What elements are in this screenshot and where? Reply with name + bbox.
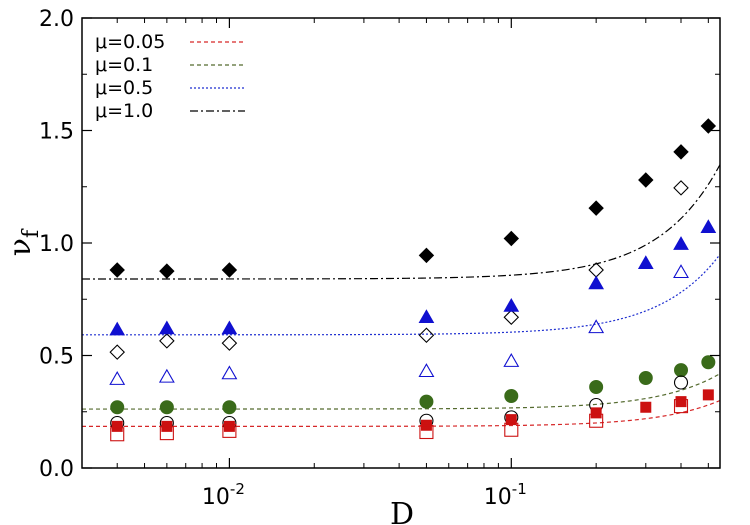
data-point bbox=[674, 363, 689, 378]
data-point bbox=[419, 424, 434, 440]
data-markers bbox=[109, 118, 717, 442]
data-point bbox=[588, 275, 605, 290]
y-axis-label-main: νf bbox=[3, 228, 44, 256]
data-point bbox=[221, 320, 238, 335]
data-point bbox=[159, 400, 174, 415]
data-point bbox=[109, 321, 126, 336]
data-point bbox=[159, 263, 175, 279]
fit-curve bbox=[82, 164, 720, 280]
data-point bbox=[702, 389, 714, 401]
y-axis-label-symbol: ν bbox=[3, 238, 38, 256]
y-tick-label: 1.5 bbox=[39, 120, 74, 145]
data-point bbox=[503, 297, 520, 312]
data-point bbox=[700, 118, 717, 134]
data-point bbox=[588, 262, 604, 278]
data-point bbox=[419, 394, 434, 409]
data-point bbox=[221, 335, 238, 351]
data-point bbox=[638, 371, 653, 385]
data-point bbox=[158, 368, 175, 383]
data-point bbox=[503, 353, 520, 367]
data-point bbox=[110, 400, 125, 415]
y-axis-label: νf bbox=[3, 228, 44, 256]
legend: μ=0.05μ=0.1μ=0.5μ=1.0 bbox=[95, 31, 245, 122]
data-point bbox=[588, 200, 604, 216]
legend-label: μ=0.1 bbox=[95, 54, 153, 76]
legend-label: μ=1.0 bbox=[95, 100, 153, 122]
y-tick-label: 0.0 bbox=[39, 457, 74, 482]
legend-label: μ=0.5 bbox=[95, 77, 153, 99]
data-point bbox=[504, 389, 519, 403]
data-point bbox=[700, 219, 717, 233]
y-tick-label: 2.0 bbox=[39, 7, 74, 32]
data-point bbox=[109, 262, 125, 278]
data-point bbox=[638, 172, 654, 188]
data-point bbox=[158, 320, 175, 335]
data-point bbox=[109, 371, 126, 385]
y-tick-label: 1.0 bbox=[39, 232, 74, 257]
y-tick-label: 0.5 bbox=[39, 345, 74, 370]
legend-label: μ=0.05 bbox=[95, 31, 165, 53]
data-point bbox=[159, 426, 174, 441]
data-point bbox=[503, 230, 520, 247]
fit-curve bbox=[82, 254, 720, 336]
data-point bbox=[111, 420, 123, 432]
data-point bbox=[222, 400, 237, 415]
y-axis-label-subscript: f bbox=[19, 228, 44, 238]
data-point bbox=[701, 355, 716, 370]
data-point bbox=[221, 365, 238, 380]
data-point bbox=[110, 427, 125, 442]
x-tick-label: 10-2 bbox=[202, 480, 245, 510]
data-point bbox=[588, 319, 605, 334]
data-point bbox=[589, 380, 604, 394]
data-point bbox=[221, 262, 238, 278]
data-point bbox=[673, 144, 689, 160]
data-point bbox=[503, 309, 520, 326]
data-point bbox=[418, 309, 435, 323]
data-point bbox=[505, 414, 517, 426]
fit-curve bbox=[82, 399, 720, 427]
x-axis-label: D bbox=[390, 497, 414, 525]
data-point bbox=[418, 363, 435, 378]
data-point bbox=[673, 180, 689, 196]
fit-curves bbox=[82, 164, 720, 427]
data-point bbox=[673, 399, 689, 414]
data-point bbox=[223, 420, 235, 432]
plot-frame bbox=[81, 17, 721, 469]
x-tick-label: 10-1 bbox=[484, 480, 527, 510]
data-point bbox=[504, 422, 519, 437]
data-point bbox=[418, 327, 435, 344]
data-point bbox=[159, 333, 175, 349]
data-point bbox=[222, 423, 237, 438]
data-point bbox=[637, 255, 654, 269]
data-point bbox=[418, 247, 435, 264]
data-point bbox=[675, 396, 687, 408]
axis-ticks: 0.0 0.5 1.0 1.5 2.0 10-2 10-1 bbox=[39, 7, 720, 510]
data-point bbox=[589, 413, 604, 428]
data-point bbox=[673, 236, 689, 250]
fit-curve bbox=[82, 373, 720, 410]
data-point bbox=[673, 264, 689, 279]
data-point bbox=[673, 375, 689, 390]
data-point bbox=[109, 344, 125, 360]
data-point bbox=[640, 401, 652, 413]
data-point bbox=[590, 407, 602, 419]
